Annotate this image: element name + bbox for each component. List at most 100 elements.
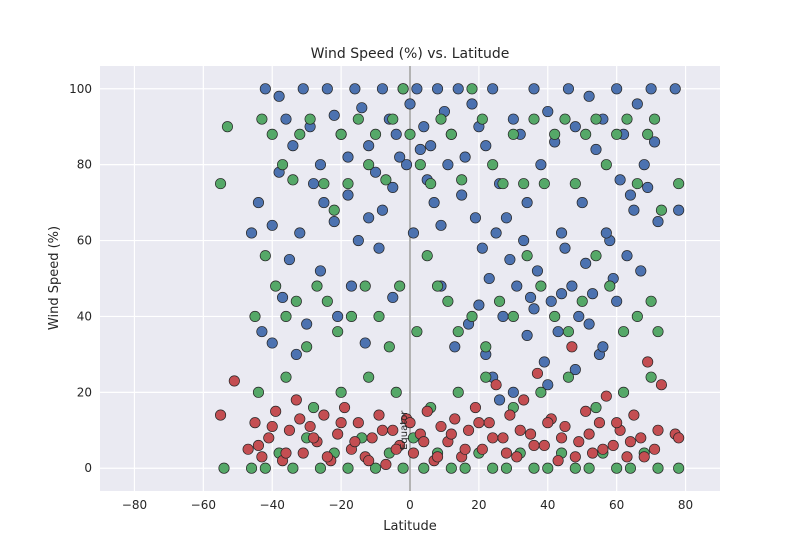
data-point	[535, 280, 547, 292]
data-point	[456, 189, 468, 201]
data-point	[359, 280, 371, 292]
data-point	[497, 178, 509, 190]
data-point	[590, 113, 602, 125]
data-point	[473, 299, 485, 311]
data-point	[366, 432, 378, 444]
data-point	[497, 310, 509, 322]
data-point	[487, 462, 499, 474]
data-point	[487, 432, 499, 444]
data-point	[221, 121, 233, 133]
data-point	[445, 128, 457, 140]
data-point	[576, 197, 588, 209]
data-point	[535, 159, 547, 171]
data-point	[363, 371, 375, 383]
data-point	[624, 462, 636, 474]
data-point	[645, 295, 657, 307]
data-point	[321, 295, 333, 307]
data-point	[328, 216, 340, 228]
data-point	[580, 405, 592, 417]
data-point	[335, 128, 347, 140]
data-point	[246, 462, 258, 474]
data-point	[256, 113, 268, 125]
data-point	[459, 151, 471, 163]
data-point	[328, 204, 340, 216]
data-point	[528, 113, 540, 125]
data-point	[266, 337, 278, 349]
data-point	[280, 447, 292, 459]
x-tick-labels: −80 −60 −40 −20 0 20 40 60 80	[122, 498, 693, 512]
data-point	[490, 227, 502, 239]
data-point	[552, 326, 564, 338]
data-point	[342, 178, 354, 190]
data-point	[401, 159, 413, 171]
data-point	[507, 113, 519, 125]
data-point	[321, 83, 333, 95]
data-point	[600, 227, 612, 239]
data-point	[345, 310, 357, 322]
data-point	[345, 280, 357, 292]
data-point	[280, 113, 292, 125]
data-point	[404, 128, 416, 140]
data-point	[590, 143, 602, 156]
data-point	[425, 140, 437, 152]
data-point	[566, 280, 578, 292]
equator-annotation: Equator	[399, 410, 410, 450]
x-axis-label: Latitude	[383, 519, 437, 534]
data-point	[249, 417, 261, 429]
data-point	[432, 451, 444, 463]
data-point	[287, 174, 299, 186]
data-point	[600, 390, 612, 402]
data-point	[342, 151, 354, 163]
data-point	[511, 280, 523, 292]
data-point	[597, 443, 609, 455]
x-tick-label: −20	[328, 498, 353, 512]
data-point	[363, 140, 375, 152]
x-tick-label: 0	[406, 498, 414, 512]
data-point	[246, 227, 258, 239]
data-point	[266, 219, 278, 231]
data-point	[349, 436, 361, 448]
data-point	[290, 394, 302, 406]
data-point	[466, 83, 478, 95]
data-point	[342, 462, 354, 474]
data-point	[287, 140, 299, 152]
data-point	[390, 443, 402, 455]
data-point	[308, 401, 320, 414]
data-point	[576, 295, 588, 307]
data-point	[673, 204, 685, 216]
data-point	[314, 265, 326, 277]
data-point	[562, 83, 574, 95]
data-point	[580, 257, 592, 269]
data-point	[442, 295, 454, 307]
data-point	[635, 265, 647, 277]
data-point	[445, 462, 457, 474]
data-point	[556, 227, 568, 239]
data-point	[280, 310, 292, 322]
data-point	[314, 159, 326, 171]
data-point	[476, 113, 488, 125]
data-point	[621, 250, 633, 262]
data-point	[483, 272, 495, 285]
data-point	[583, 318, 595, 330]
data-point	[215, 178, 227, 190]
data-point	[611, 128, 623, 140]
data-point	[642, 181, 654, 193]
data-point	[624, 436, 636, 448]
data-point	[611, 417, 623, 429]
data-point	[421, 250, 433, 262]
data-point	[252, 386, 264, 398]
data-point	[649, 113, 661, 125]
data-point	[583, 90, 595, 102]
data-point	[583, 428, 595, 440]
data-point	[342, 189, 354, 201]
data-point	[283, 253, 295, 266]
data-point	[383, 341, 395, 353]
data-point	[277, 159, 289, 171]
data-point	[311, 280, 323, 292]
data-point	[259, 250, 271, 262]
data-point	[504, 253, 516, 266]
data-point	[476, 443, 488, 455]
data-point	[394, 280, 406, 292]
data-point	[562, 371, 574, 383]
data-point	[638, 159, 650, 171]
